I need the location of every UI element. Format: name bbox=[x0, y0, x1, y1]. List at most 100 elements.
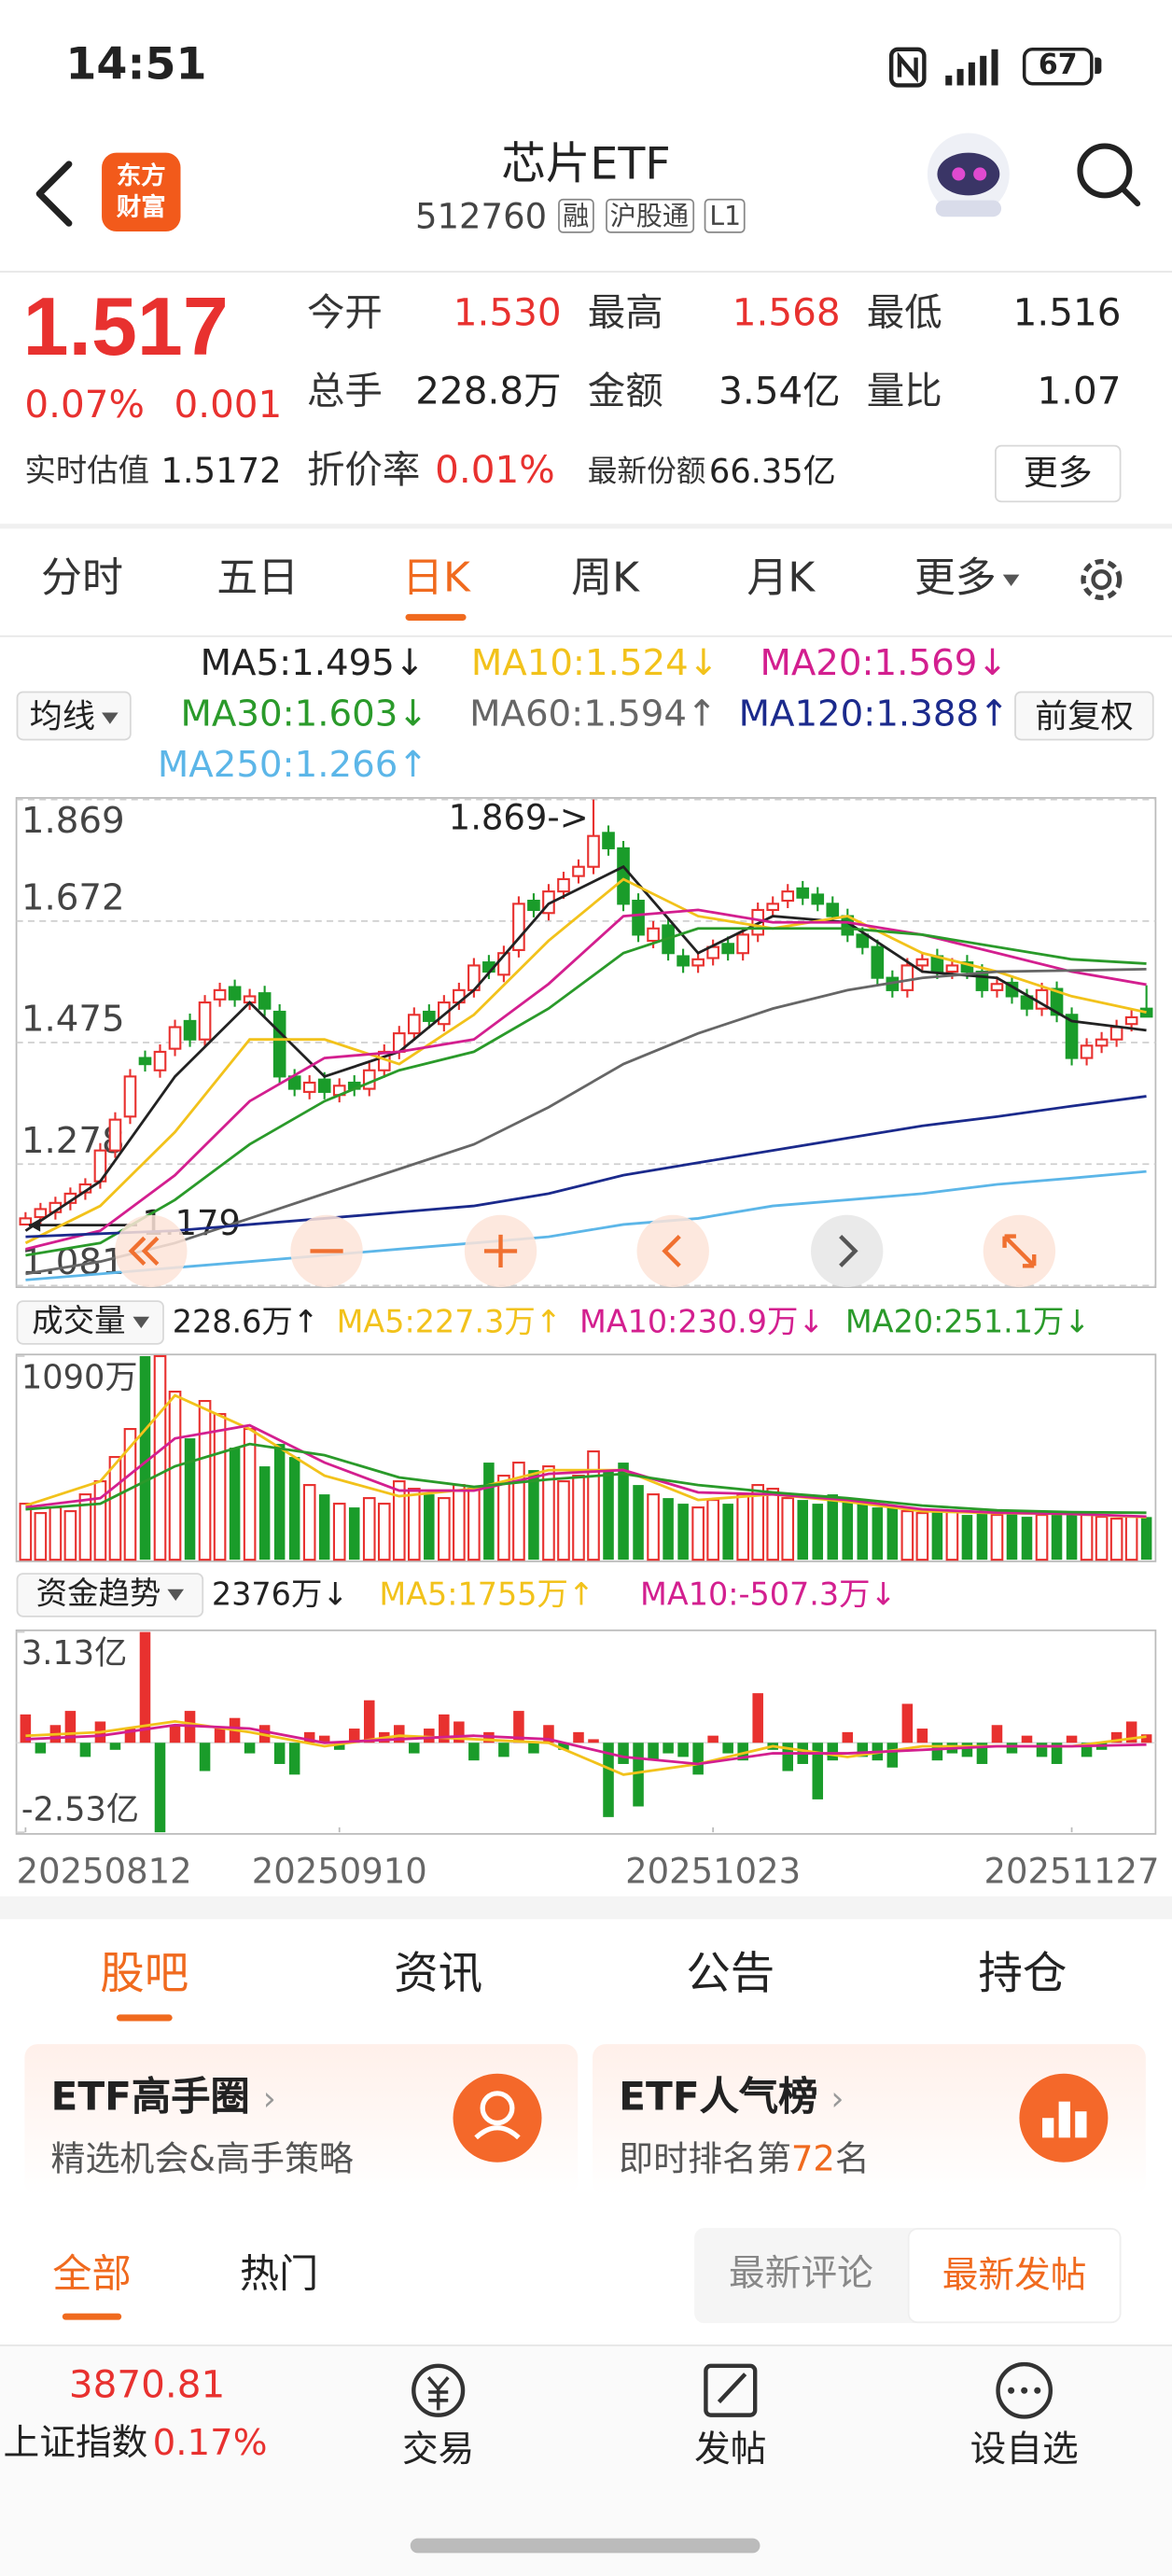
news-tab[interactable]: 持仓 bbox=[978, 1949, 1067, 2000]
bar bbox=[79, 1743, 91, 1757]
sort-option[interactable]: 最新评论 bbox=[729, 2254, 873, 2296]
zoom-out-button[interactable] bbox=[290, 1214, 363, 1288]
flow-button[interactable]: 资金趋势 bbox=[16, 1573, 204, 1617]
scroll-left-button[interactable] bbox=[115, 1214, 188, 1288]
candle-body bbox=[856, 933, 870, 948]
zoom-in-button[interactable] bbox=[464, 1214, 537, 1288]
bar bbox=[573, 1731, 584, 1743]
candle-body bbox=[1139, 1007, 1153, 1018]
bar bbox=[288, 1743, 300, 1775]
legend-entry: MA250:1.266↑ bbox=[158, 744, 428, 786]
estimate-label: 实时估值 bbox=[24, 453, 150, 490]
divider bbox=[0, 271, 1172, 273]
period-tab[interactable]: 五日 bbox=[216, 553, 300, 601]
header-icons bbox=[927, 133, 1141, 217]
robot-avatar[interactable] bbox=[927, 133, 1010, 217]
ma-button[interactable]: 均线 bbox=[16, 691, 132, 741]
period-tab[interactable]: 分时 bbox=[40, 553, 123, 601]
y-tick-label: 1.278 bbox=[21, 1120, 125, 1162]
card-title-text: ETF人气榜 bbox=[619, 2073, 818, 2120]
post-icon[interactable] bbox=[704, 2363, 758, 2417]
ma-line bbox=[25, 908, 1147, 1251]
filter-tab[interactable]: 热门 bbox=[239, 2250, 319, 2297]
prev-button[interactable] bbox=[636, 1214, 709, 1288]
header-title: 芯片ETF bbox=[501, 139, 671, 191]
current-value: 228.6万↑ bbox=[173, 1303, 319, 1339]
news-tab[interactable]: 公告 bbox=[686, 1949, 775, 2000]
sort-option[interactable]: 最新发帖 bbox=[907, 2228, 1122, 2324]
logo-text: 东方 bbox=[116, 161, 166, 191]
bar bbox=[812, 1743, 824, 1799]
filter-tab[interactable]: 全部 bbox=[52, 2250, 132, 2320]
period-tab[interactable]: 日K bbox=[401, 553, 470, 621]
candle-body bbox=[826, 903, 840, 917]
bar bbox=[931, 1743, 943, 1761]
bar bbox=[557, 1480, 570, 1561]
adjust-button[interactable]: 前复权 bbox=[1014, 691, 1154, 741]
watchlist-icon[interactable] bbox=[996, 2361, 1053, 2419]
bar bbox=[827, 1494, 839, 1561]
action-label[interactable]: 交易 bbox=[401, 2429, 475, 2471]
bar bbox=[439, 1714, 450, 1743]
ma-line bbox=[25, 1169, 1147, 1281]
news-tab[interactable]: 股吧 bbox=[100, 1949, 189, 2022]
bar bbox=[618, 1463, 629, 1561]
next-button[interactable] bbox=[810, 1214, 884, 1288]
more-button[interactable]: 更多 bbox=[995, 444, 1122, 503]
y-tick-label: 1.672 bbox=[21, 876, 125, 918]
index-change: 0.17% bbox=[152, 2423, 268, 2465]
candle-body bbox=[617, 847, 630, 905]
bar bbox=[572, 1475, 585, 1561]
bar bbox=[273, 1444, 286, 1561]
candle-body bbox=[915, 958, 929, 967]
bar bbox=[78, 1493, 92, 1561]
candle-body bbox=[272, 1010, 286, 1078]
candle-body bbox=[198, 1001, 212, 1041]
card-title-text: ETF高手圈 bbox=[50, 2073, 250, 2120]
bar bbox=[633, 1743, 644, 1807]
settings-button[interactable] bbox=[1073, 552, 1129, 608]
action-label[interactable]: 发帖 bbox=[694, 2429, 767, 2471]
fullscreen-button[interactable] bbox=[983, 1214, 1056, 1288]
candle-body bbox=[721, 943, 734, 955]
trade-icon[interactable] bbox=[412, 2363, 466, 2417]
bar bbox=[424, 1494, 435, 1561]
bar bbox=[333, 1743, 345, 1750]
card-title: ETF人气榜 › bbox=[619, 2077, 844, 2116]
bar bbox=[1140, 1517, 1152, 1561]
bar bbox=[587, 1450, 600, 1561]
bar bbox=[512, 1462, 525, 1561]
chart-surface: 1.8691.6721.4751.2781.0811.869->1.179MA5… bbox=[0, 642, 1172, 1920]
search-button[interactable] bbox=[1077, 143, 1141, 207]
back-button[interactable] bbox=[26, 158, 85, 230]
bar bbox=[706, 1499, 719, 1561]
period-tab[interactable]: 月K bbox=[746, 553, 816, 601]
bar bbox=[976, 1513, 988, 1561]
legend-entry: MA10:-507.3万↓ bbox=[640, 1575, 897, 1612]
bar bbox=[214, 1729, 226, 1743]
bar bbox=[258, 1466, 271, 1561]
x-tick-label: 20251127 bbox=[984, 1852, 1160, 1892]
period-tab[interactable]: 周K bbox=[571, 553, 640, 601]
bar bbox=[766, 1488, 780, 1561]
bar bbox=[35, 1743, 47, 1754]
action-label[interactable]: 设自选 bbox=[970, 2429, 1079, 2471]
field-value: 1.530 bbox=[453, 292, 562, 335]
bar bbox=[34, 1512, 48, 1561]
bar bbox=[677, 1743, 689, 1757]
volume-button[interactable]: 成交量 bbox=[16, 1300, 164, 1345]
candle-body bbox=[407, 1014, 421, 1035]
bar bbox=[1036, 1743, 1048, 1757]
bar bbox=[1080, 1514, 1094, 1561]
news-tab[interactable]: 资讯 bbox=[394, 1949, 483, 2000]
bar bbox=[931, 1509, 943, 1561]
bar bbox=[1051, 1513, 1063, 1561]
bar bbox=[153, 1354, 167, 1561]
bar bbox=[184, 1438, 196, 1561]
bar bbox=[1125, 1721, 1137, 1743]
period-tab[interactable]: 更多 bbox=[914, 556, 1020, 597]
legend-entry: MA5:1755万↑ bbox=[379, 1575, 594, 1612]
bar bbox=[782, 1743, 793, 1771]
candle-body bbox=[1080, 1044, 1094, 1059]
bar bbox=[63, 1510, 77, 1561]
